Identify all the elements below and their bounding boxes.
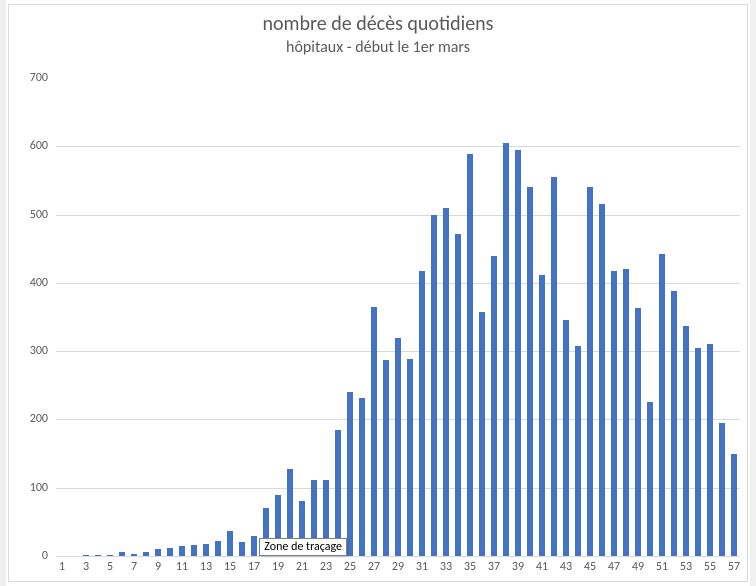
bar[interactable]: [707, 344, 714, 556]
bar[interactable]: [695, 348, 702, 556]
bar[interactable]: [683, 326, 690, 556]
x-axis-label: 51: [656, 560, 668, 574]
gridline: [56, 215, 740, 216]
x-axis-label: 33: [440, 560, 452, 574]
x-axis-label: 39: [512, 560, 524, 574]
bar[interactable]: [119, 552, 126, 556]
bar[interactable]: [503, 143, 510, 556]
x-axis-label: 47: [608, 560, 620, 574]
bar[interactable]: [215, 541, 222, 556]
x-axis-label: 5: [107, 560, 113, 574]
bar[interactable]: [671, 291, 678, 556]
chart-titles: nombre de décès quotidiens hôpitaux - dé…: [0, 12, 756, 57]
x-axis-label: 43: [560, 560, 572, 574]
x-axis-label: 35: [464, 560, 476, 574]
gridline: [56, 556, 740, 557]
bar[interactable]: [647, 402, 654, 556]
y-axis-label: 400: [18, 276, 48, 290]
bar[interactable]: [431, 215, 438, 556]
bar[interactable]: [107, 555, 114, 556]
bar[interactable]: [407, 359, 414, 556]
x-axis-label: 31: [416, 560, 428, 574]
x-axis-label: 45: [584, 560, 596, 574]
bar[interactable]: [719, 423, 726, 556]
x-axis-label: 27: [368, 560, 380, 574]
x-axis-label: 53: [680, 560, 692, 574]
edge-hint-left: [0, 0, 6, 586]
chart-container: nombre de décès quotidiens hôpitaux - dé…: [0, 0, 756, 586]
gridline: [56, 146, 740, 147]
y-axis-label: 0: [18, 549, 48, 563]
bar[interactable]: [131, 554, 138, 556]
bar[interactable]: [611, 271, 618, 556]
bar[interactable]: [575, 346, 582, 556]
x-axis-label: 3: [83, 560, 89, 574]
plot-area-tooltip: Zone de traçage: [259, 538, 347, 556]
bar[interactable]: [491, 256, 498, 556]
bar[interactable]: [443, 208, 450, 556]
x-axis-label: 17: [248, 560, 260, 574]
x-axis-label: 23: [320, 560, 332, 574]
x-axis-label: 7: [131, 560, 137, 574]
y-axis-label: 500: [18, 208, 48, 222]
bar[interactable]: [551, 177, 558, 556]
x-axis-label: 9: [155, 560, 161, 574]
bar[interactable]: [371, 307, 378, 556]
bar[interactable]: [659, 254, 666, 557]
chart-subtitle: hôpitaux - début le 1er mars: [0, 38, 756, 57]
bar[interactable]: [539, 275, 546, 556]
bar[interactable]: [479, 312, 486, 556]
x-axis-label: 37: [488, 560, 500, 574]
bar[interactable]: [155, 549, 162, 556]
bar[interactable]: [515, 150, 522, 556]
y-axis-label: 100: [18, 481, 48, 495]
bar[interactable]: [383, 360, 390, 556]
x-axis-label: 13: [200, 560, 212, 574]
x-axis-label: 29: [392, 560, 404, 574]
bar[interactable]: [227, 531, 234, 556]
bar[interactable]: [239, 542, 246, 556]
x-axis-label: 55: [704, 560, 716, 574]
bar[interactable]: [179, 546, 186, 556]
y-axis-label: 200: [18, 412, 48, 426]
bar[interactable]: [251, 536, 258, 556]
bar[interactable]: [731, 454, 738, 556]
bar[interactable]: [587, 187, 594, 556]
x-axis-label: 25: [344, 560, 356, 574]
bar[interactable]: [635, 308, 642, 556]
edge-hint-right: [750, 0, 756, 586]
bar[interactable]: [419, 271, 426, 556]
x-axis-label: 57: [728, 560, 740, 574]
gridline: [56, 283, 740, 284]
x-axis-label: 21: [296, 560, 308, 574]
bar[interactable]: [191, 545, 198, 556]
x-axis-label: 41: [536, 560, 548, 574]
bar[interactable]: [467, 154, 474, 556]
x-axis-label: 11: [176, 560, 188, 574]
bar[interactable]: [395, 338, 402, 557]
y-axis-label: 600: [18, 139, 48, 153]
y-axis-label: 300: [18, 344, 48, 358]
y-axis-label: 700: [18, 71, 48, 85]
bar[interactable]: [623, 269, 630, 556]
bar[interactable]: [527, 187, 534, 556]
chart-title: nombre de décès quotidiens: [0, 12, 756, 36]
bar[interactable]: [167, 548, 174, 556]
x-axis-label: 19: [272, 560, 284, 574]
plot-area[interactable]: 0100200300400500600700135791113151719212…: [56, 78, 740, 556]
bar[interactable]: [347, 392, 354, 556]
bar[interactable]: [83, 555, 90, 556]
bar[interactable]: [455, 234, 462, 556]
x-axis-label: 15: [224, 560, 236, 574]
bar[interactable]: [359, 398, 366, 556]
bar[interactable]: [563, 320, 570, 556]
bar[interactable]: [599, 204, 606, 556]
x-axis-label: 49: [632, 560, 644, 574]
x-axis-label: 1: [59, 560, 65, 574]
bar[interactable]: [143, 552, 150, 556]
bar[interactable]: [95, 555, 102, 556]
bar[interactable]: [203, 544, 210, 556]
